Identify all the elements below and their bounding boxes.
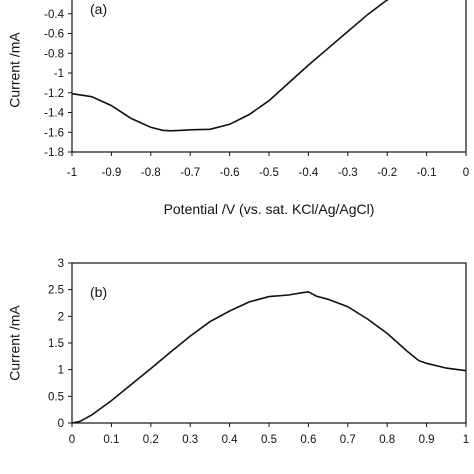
- x-tick-label: -0.1: [417, 167, 437, 179]
- x-ticks-a: -1 -0.9 -0.8 -0.7 -0.6 -0.5 -0.4 -0.3 -0.2 -0.1 0: [67, 152, 469, 179]
- series-line-b: [71, 290, 467, 424]
- x-tick-label: 0: [463, 167, 469, 179]
- plot-frame-b: [71, 262, 467, 424]
- x-tick-label: 0.5: [261, 434, 277, 446]
- chart-panel-b: (b) Current /mA 0 0.1 0.2 0.3 0.4 0.5 0.6 0.7 0.…: [7, 258, 470, 446]
- y-tick-label: -1: [54, 68, 64, 80]
- x-tick-label: -0.3: [338, 167, 358, 179]
- x-tick-label: 1: [463, 434, 469, 446]
- y-tick-label: 1.5: [48, 338, 64, 350]
- y-tick-label: -0.6: [44, 29, 64, 41]
- x-tick-label: -0.5: [259, 167, 279, 179]
- y-tick-label: -1.4: [44, 108, 64, 120]
- y-ticks-b: 0 0.5 1 1.5 2 2.5 3: [48, 258, 72, 430]
- x-tick-label: 0.3: [182, 434, 198, 446]
- y-tick-label: -1.2: [44, 88, 64, 100]
- y-tick-label: -0.4: [44, 9, 64, 21]
- plot-frame-a: [71, 0, 467, 153]
- x-tick-label: -0.7: [180, 167, 200, 179]
- x-tick-label: -1: [67, 167, 77, 179]
- y-tick-label: -0.2: [44, 0, 64, 1]
- y-tick-label: 1: [58, 365, 64, 377]
- x-tick-label: -0.6: [220, 167, 240, 179]
- x-tick-label: 0.4: [222, 434, 239, 446]
- y-tick-label: 2: [58, 311, 64, 323]
- x-tick-label: -0.9: [101, 167, 121, 179]
- x-tick-label: 0.8: [379, 434, 395, 446]
- y-axis-title-a: Current /mA: [7, 32, 23, 108]
- y-ticks-a: -0.2 -0.4 -0.6 -0.8 -1 -1.2 -1.4 -1.6 -1.8: [44, 0, 72, 159]
- chart-panel-a: (a) Current /mA Potential /V (vs. sat. K…: [7, 0, 469, 217]
- x-ticks-b: 0 0.1 0.2 0.3 0.4 0.5 0.6 0.7 0.8 0.9 1: [69, 423, 469, 446]
- x-tick-label: 0.7: [340, 434, 356, 446]
- panel-label-a: (a): [90, 1, 107, 17]
- series-line-a: [71, 0, 390, 132]
- y-tick-label: -1.8: [44, 147, 64, 159]
- y-tick-label: -1.6: [44, 127, 64, 139]
- x-tick-label: -0.8: [141, 167, 161, 179]
- y-axis-title-b: Current /mA: [7, 305, 23, 381]
- y-tick-label: 0: [58, 418, 64, 430]
- x-tick-label: 0.9: [419, 434, 435, 446]
- x-tick-label: 0.1: [103, 434, 119, 446]
- x-tick-label: 0: [69, 434, 75, 446]
- x-tick-label: -0.4: [298, 167, 318, 179]
- x-tick-label: 0.6: [300, 434, 316, 446]
- x-tick-label: -0.2: [377, 167, 397, 179]
- y-tick-label: -0.8: [44, 48, 64, 60]
- y-tick-label: 0.5: [48, 391, 64, 403]
- y-tick-label: 2.5: [48, 285, 64, 297]
- panel-label-b: (b): [90, 284, 107, 300]
- x-axis-title-a: Potential /V (vs. sat. KCl/Ag/AgCl): [164, 201, 375, 217]
- y-tick-label: 3: [58, 258, 64, 270]
- x-tick-label: 0.2: [143, 434, 159, 446]
